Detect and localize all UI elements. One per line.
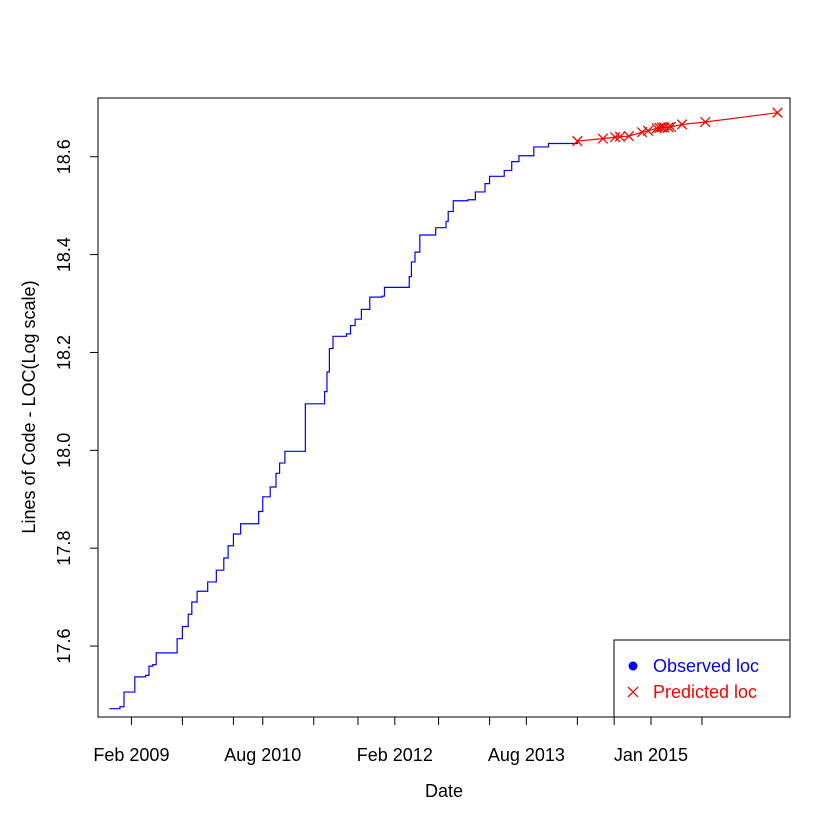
predicted-point-14 <box>700 116 711 128</box>
y-tick-label-5: 18.6 <box>54 139 74 174</box>
x-tick-label-0: Feb 2009 <box>93 745 169 765</box>
plot-markers <box>572 107 783 147</box>
y-tick-label-0: 17.6 <box>54 629 74 664</box>
predicted-point-1 <box>597 133 609 144</box>
y-tick-label-1: 17.8 <box>54 531 74 566</box>
x-tick-label-2: Feb 2012 <box>357 745 433 765</box>
predicted-point-8 <box>654 122 665 134</box>
predicted-point-3 <box>614 131 626 142</box>
y-axis-label: Lines of Code - LOC(Log scale) <box>19 280 39 533</box>
predicted-point-5 <box>636 126 648 138</box>
predicted-point-15 <box>772 107 783 118</box>
predicted-point-2 <box>609 131 621 143</box>
legend-predicted-marker <box>627 686 639 698</box>
x-axis-label: Date <box>425 781 463 801</box>
plot-lines <box>109 112 778 710</box>
predicted-point-12 <box>665 121 677 133</box>
legend-observed-label: Observed loc <box>653 656 759 676</box>
y-tick-label-3: 18.2 <box>54 335 74 370</box>
x-tick-label-1: Aug 2010 <box>224 745 301 765</box>
predicted-point-13 <box>676 119 688 130</box>
series-line-predicted <box>577 112 778 142</box>
legend-box <box>613 639 791 718</box>
legend-predicted-label: Predicted loc <box>653 682 757 702</box>
x-axis: Feb 2009 Aug 2010 Feb 2012 Aug 2013 Jan 2015 <box>93 716 703 765</box>
predicted-point-6 <box>642 125 654 137</box>
x-tick-label-4: Jan 2015 <box>614 745 688 765</box>
x-tick-label-3: Aug 2013 <box>488 745 565 765</box>
legend: Observed loc Predicted loc <box>613 639 791 718</box>
y-axis: 17.6 17.8 18.0 18.2 18.4 18.6 <box>54 139 99 664</box>
predicted-point-4 <box>623 130 635 142</box>
plot-frame <box>97 97 791 718</box>
predicted-point-11 <box>663 122 674 133</box>
y-tick-label-4: 18.4 <box>54 237 74 272</box>
legend-observed-marker <box>628 661 638 671</box>
series-line-observed <box>109 141 578 710</box>
y-tick-label-2: 18.0 <box>54 433 74 468</box>
predicted-point-0 <box>572 135 583 147</box>
